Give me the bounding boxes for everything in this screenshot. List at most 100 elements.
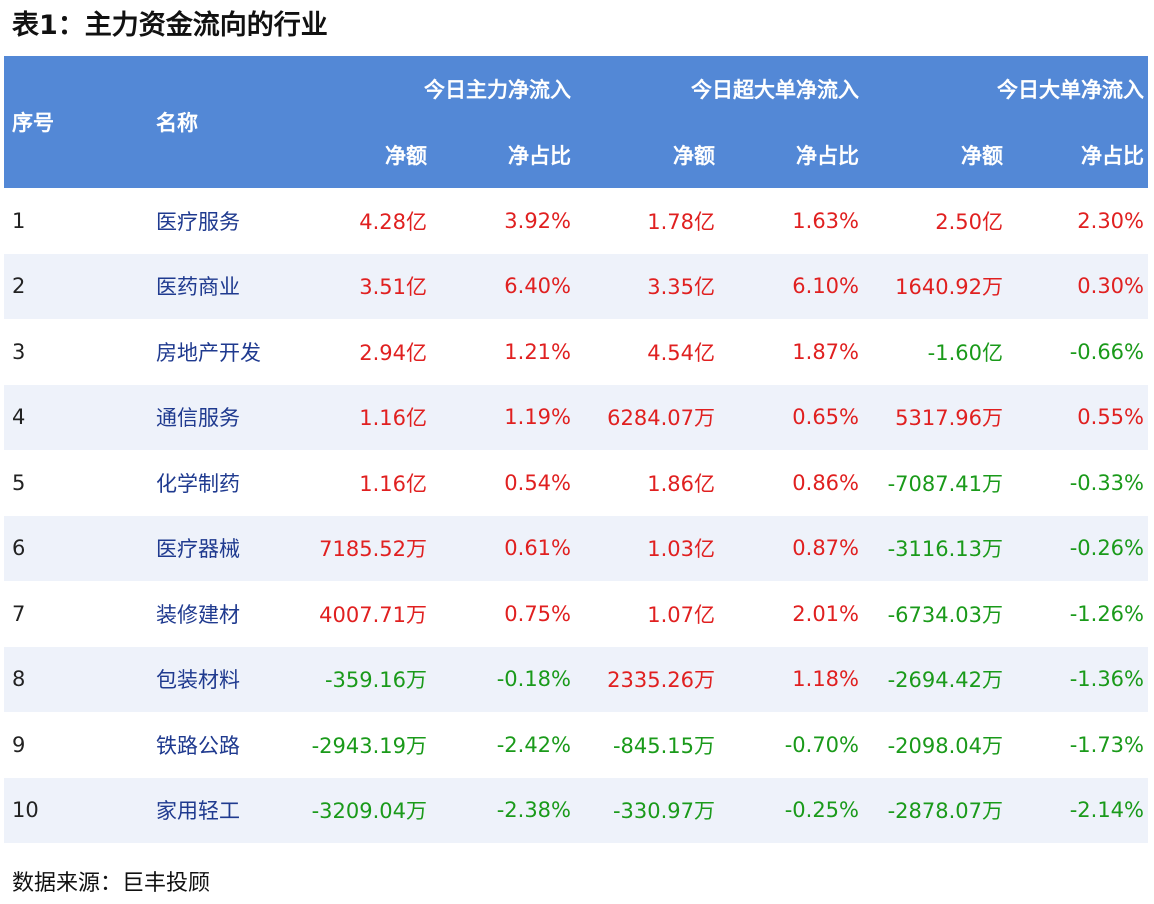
header-group-main-inflow: 今日主力净流入 — [284, 56, 575, 122]
row-index: 3 — [4, 319, 144, 385]
super-large-net-amount-cell: 2335.26万 — [575, 646, 719, 712]
large-net-amount-cell: -6734.03万 — [863, 581, 1007, 647]
super-large-net-ratio-cell: -0.25% — [719, 777, 863, 843]
table-title: 表1：主力资金流向的行业 — [12, 10, 328, 41]
large-net-amount-cell: -7087.41万 — [863, 450, 1007, 516]
table-row: 5 化学制药 1.16亿 0.54% 1.86亿 0.86% -7087.41万 -0.33% — [4, 450, 1148, 516]
fund-flow-table-container: 序号 名称 今日主力净流入 今日超大单净流入 今日大单净流入 净额 净占比 净额… — [4, 56, 1148, 843]
industry-name-link[interactable]: 化学制药 — [144, 450, 284, 516]
row-index: 7 — [4, 581, 144, 647]
large-net-amount-cell: -2694.42万 — [863, 646, 1007, 712]
super-large-net-ratio-cell: 0.86% — [719, 450, 863, 516]
super-large-net-ratio-cell: 0.87% — [719, 515, 863, 581]
main-net-amount-cell: -359.16万 — [284, 646, 431, 712]
large-net-amount-cell: 5317.96万 — [863, 384, 1007, 450]
main-net-amount-cell: 7185.52万 — [284, 515, 431, 581]
super-large-net-ratio-cell: 0.65% — [719, 384, 863, 450]
industry-name-link[interactable]: 医药商业 — [144, 253, 284, 319]
row-index: 6 — [4, 515, 144, 581]
data-source-note: 数据来源：巨丰投顾 — [12, 871, 211, 896]
industry-name-link[interactable]: 医疗器械 — [144, 515, 284, 581]
super-large-net-amount-cell: 6284.07万 — [575, 384, 719, 450]
main-net-ratio-cell: 0.75% — [431, 581, 575, 647]
row-index: 4 — [4, 384, 144, 450]
table-row: 7 装修建材 4007.71万 0.75% 1.07亿 2.01% -6734.03万 -1.… — [4, 581, 1148, 647]
super-large-net-amount-cell: 1.03亿 — [575, 515, 719, 581]
row-index: 2 — [4, 253, 144, 319]
main-net-amount-cell: -3209.04万 — [284, 777, 431, 843]
header-sub-net-amount: 净额 — [863, 122, 1007, 188]
main-net-ratio-cell: 0.54% — [431, 450, 575, 516]
super-large-net-ratio-cell: 6.10% — [719, 253, 863, 319]
large-net-ratio-cell: 0.55% — [1007, 384, 1148, 450]
large-net-ratio-cell: -0.66% — [1007, 319, 1148, 385]
super-large-net-ratio-cell: 1.87% — [719, 319, 863, 385]
row-index: 1 — [4, 188, 144, 254]
table-body: 1 医疗服务 4.28亿 3.92% 1.78亿 1.63% 2.50亿 2.30% 2 医药商业… — [4, 188, 1148, 843]
super-large-net-ratio-cell: -0.70% — [719, 712, 863, 778]
industry-name-link[interactable]: 房地产开发 — [144, 319, 284, 385]
main-net-amount-cell: 1.16亿 — [284, 450, 431, 516]
large-net-ratio-cell: -2.14% — [1007, 777, 1148, 843]
header-index: 序号 — [4, 56, 144, 188]
main-net-amount-cell: 4.28亿 — [284, 188, 431, 254]
large-net-amount-cell: 2.50亿 — [863, 188, 1007, 254]
main-net-ratio-cell: 1.19% — [431, 384, 575, 450]
main-net-ratio-cell: -2.38% — [431, 777, 575, 843]
header-sub-net-amount: 净额 — [575, 122, 719, 188]
super-large-net-amount-cell: 3.35亿 — [575, 253, 719, 319]
large-net-ratio-cell: 0.30% — [1007, 253, 1148, 319]
table-row: 8 包装材料 -359.16万 -0.18% 2335.26万 1.18% -2694.42… — [4, 646, 1148, 712]
large-net-amount-cell: -2098.04万 — [863, 712, 1007, 778]
super-large-net-amount-cell: 1.07亿 — [575, 581, 719, 647]
large-net-ratio-cell: -1.73% — [1007, 712, 1148, 778]
main-net-amount-cell: 4007.71万 — [284, 581, 431, 647]
main-net-amount-cell: 1.16亿 — [284, 384, 431, 450]
header-group-large-inflow: 今日大单净流入 — [863, 56, 1148, 122]
table-row: 4 通信服务 1.16亿 1.19% 6284.07万 0.65% 5317.96万 0.55… — [4, 384, 1148, 450]
row-index: 8 — [4, 646, 144, 712]
table-row: 3 房地产开发 2.94亿 1.21% 4.54亿 1.87% -1.60亿 -0.66% — [4, 319, 1148, 385]
table-row: 6 医疗器械 7185.52万 0.61% 1.03亿 0.87% -3116.13万 -0.… — [4, 515, 1148, 581]
row-index: 5 — [4, 450, 144, 516]
industry-name-link[interactable]: 装修建材 — [144, 581, 284, 647]
header-sub-net-ratio: 净占比 — [1007, 122, 1148, 188]
large-net-ratio-cell: -1.36% — [1007, 646, 1148, 712]
industry-name-link[interactable]: 家用轻工 — [144, 777, 284, 843]
header-name: 名称 — [144, 56, 284, 188]
main-net-ratio-cell: 6.40% — [431, 253, 575, 319]
large-net-ratio-cell: 2.30% — [1007, 188, 1148, 254]
large-net-amount-cell: -3116.13万 — [863, 515, 1007, 581]
main-net-amount-cell: -2943.19万 — [284, 712, 431, 778]
industry-name-link[interactable]: 铁路公路 — [144, 712, 284, 778]
main-net-amount-cell: 2.94亿 — [284, 319, 431, 385]
table-header: 序号 名称 今日主力净流入 今日超大单净流入 今日大单净流入 净额 净占比 净额… — [4, 56, 1148, 188]
main-net-ratio-cell: 1.21% — [431, 319, 575, 385]
super-large-net-amount-cell: -845.15万 — [575, 712, 719, 778]
industry-name-link[interactable]: 包装材料 — [144, 646, 284, 712]
super-large-net-ratio-cell: 2.01% — [719, 581, 863, 647]
header-group-super-large-inflow: 今日超大单净流入 — [575, 56, 863, 122]
main-net-ratio-cell: -2.42% — [431, 712, 575, 778]
fund-flow-table: 序号 名称 今日主力净流入 今日超大单净流入 今日大单净流入 净额 净占比 净额… — [4, 56, 1148, 843]
large-net-ratio-cell: -1.26% — [1007, 581, 1148, 647]
super-large-net-ratio-cell: 1.18% — [719, 646, 863, 712]
large-net-amount-cell: 1640.92万 — [863, 253, 1007, 319]
table-row: 2 医药商业 3.51亿 6.40% 3.35亿 6.10% 1640.92万 0.30% — [4, 253, 1148, 319]
header-sub-net-ratio: 净占比 — [719, 122, 863, 188]
header-sub-net-ratio: 净占比 — [431, 122, 575, 188]
large-net-ratio-cell: -0.26% — [1007, 515, 1148, 581]
main-net-ratio-cell: 0.61% — [431, 515, 575, 581]
super-large-net-amount-cell: 4.54亿 — [575, 319, 719, 385]
row-index: 9 — [4, 712, 144, 778]
super-large-net-amount-cell: 1.86亿 — [575, 450, 719, 516]
industry-name-link[interactable]: 通信服务 — [144, 384, 284, 450]
table-row: 9 铁路公路 -2943.19万 -2.42% -845.15万 -0.70% -2098.… — [4, 712, 1148, 778]
main-net-ratio-cell: 3.92% — [431, 188, 575, 254]
large-net-ratio-cell: -0.33% — [1007, 450, 1148, 516]
super-large-net-amount-cell: 1.78亿 — [575, 188, 719, 254]
main-net-amount-cell: 3.51亿 — [284, 253, 431, 319]
table-row: 10 家用轻工 -3209.04万 -2.38% -330.97万 -0.25% -2878… — [4, 777, 1148, 843]
industry-name-link[interactable]: 医疗服务 — [144, 188, 284, 254]
table-row: 1 医疗服务 4.28亿 3.92% 1.78亿 1.63% 2.50亿 2.30% — [4, 188, 1148, 254]
